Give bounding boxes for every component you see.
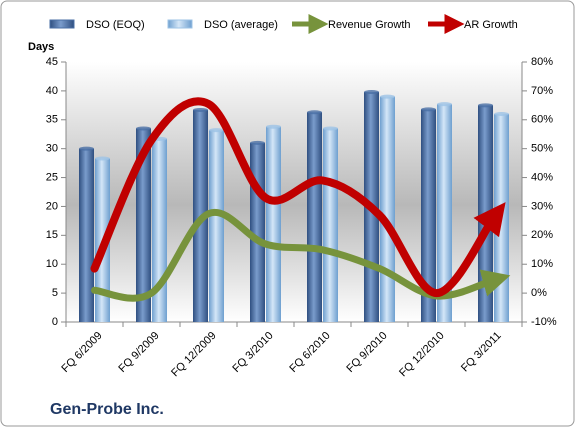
y-tick-label: 45 — [46, 56, 58, 68]
bar — [478, 105, 493, 322]
bar — [421, 109, 436, 322]
y-tick-label: 25 — [46, 171, 58, 183]
legend-label: DSO (EOQ) — [86, 19, 145, 31]
bar-cap — [494, 112, 509, 116]
legend-label: Revenue Growth — [328, 19, 411, 31]
bar-cap — [307, 110, 322, 115]
bar-cap — [95, 156, 110, 161]
y-tick-label: 35 — [46, 114, 58, 126]
bar-cap — [421, 107, 436, 112]
y2-tick-label: 60% — [531, 114, 553, 126]
bar-cap — [266, 124, 281, 129]
bar-cap — [478, 103, 493, 108]
bar — [307, 112, 322, 323]
line — [90, 97, 506, 298]
bar — [79, 148, 94, 322]
bar — [209, 130, 224, 322]
bar-cap — [437, 102, 452, 107]
y2-tick-label: 50% — [531, 143, 553, 155]
legend-label: DSO (average) — [204, 19, 278, 31]
bar-cap — [136, 126, 151, 131]
line — [91, 208, 511, 302]
y2-tick-label: 40% — [531, 171, 553, 183]
y-tick-label: 15 — [46, 229, 58, 241]
bar-cap — [364, 90, 379, 95]
bar-cap — [323, 126, 338, 131]
chart-title: Gen-Probe Inc. — [50, 401, 164, 418]
y-tick-label: 5 — [52, 287, 58, 299]
y-axis-label: Days — [28, 41, 54, 53]
bar — [136, 128, 151, 322]
bar-cap — [79, 146, 94, 151]
y-tick-label: 10 — [46, 258, 58, 270]
bar-cap — [250, 140, 265, 145]
y2-tick-label: 20% — [531, 229, 553, 241]
y2-tick-label: 0% — [531, 287, 547, 299]
legend-label: AR Growth — [464, 19, 518, 31]
bar-cap — [209, 128, 224, 133]
y2-tick-label: 10% — [531, 258, 553, 270]
bar-cap — [380, 94, 395, 99]
legend-swatch — [167, 19, 193, 29]
y-tick-label: 30 — [46, 143, 58, 155]
bar-cap — [193, 107, 208, 112]
bar — [266, 126, 281, 322]
legend-swatch — [49, 19, 75, 29]
bar — [437, 104, 452, 322]
y2-tick-label: 30% — [531, 200, 553, 212]
y2-tick-label: 70% — [531, 85, 553, 97]
y-tick-label: 40 — [46, 85, 58, 97]
bar — [380, 96, 395, 323]
y2-tick-label: -10% — [531, 316, 557, 328]
y2-tick-label: 80% — [531, 56, 553, 68]
y-tick-label: 0 — [52, 316, 58, 328]
bar — [323, 128, 338, 322]
y-tick-label: 20 — [46, 200, 58, 212]
